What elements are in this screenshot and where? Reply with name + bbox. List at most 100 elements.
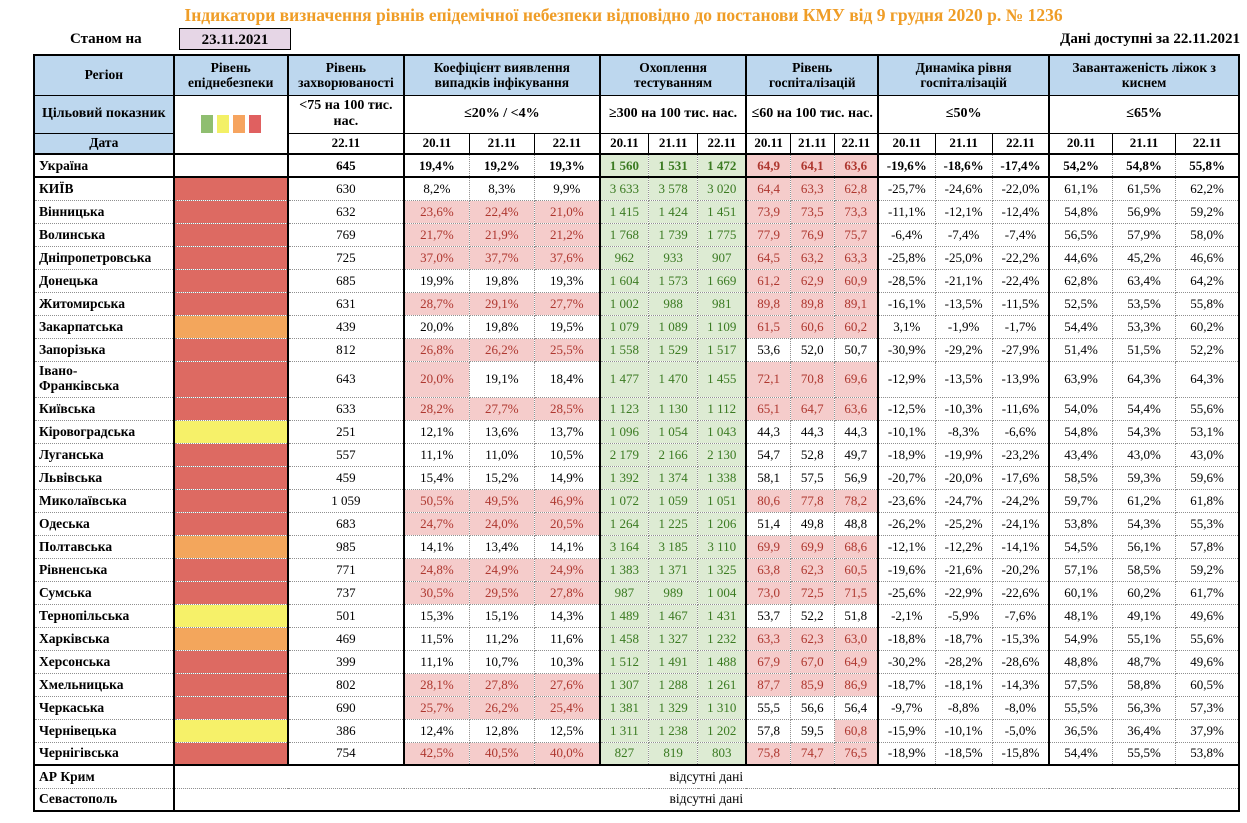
- beds-cell: 54,4%: [1048, 741, 1113, 766]
- hospitalization-cell: 67,0: [789, 649, 835, 674]
- detection-cell: 15,4%: [402, 465, 470, 490]
- region-name: Вінницька: [33, 199, 175, 224]
- epi-level-cell: [172, 718, 289, 743]
- hospitalization-cell: 68,6: [833, 534, 879, 559]
- detection-cell: 19,4%: [402, 153, 470, 178]
- dynamics-cell: -10,1%: [934, 718, 993, 743]
- beds-cell: 43,4%: [1048, 442, 1113, 467]
- testing-cell: 933: [648, 245, 699, 270]
- table-row: Івано-Франківська 643 20,0% 19,1% 18,4% 1 477…: [33, 360, 1240, 398]
- testing-cell: 2 179: [598, 442, 650, 467]
- region-name: АР Крим: [33, 764, 175, 789]
- beds-cell: 57,5%: [1048, 672, 1113, 697]
- date-cell: 22.11: [533, 132, 601, 155]
- hospitalization-cell: 60,9: [833, 268, 879, 293]
- detection-cell: 22,4%: [468, 199, 535, 224]
- region-name: Хмельницька: [33, 672, 175, 697]
- testing-cell: 981: [697, 291, 747, 316]
- beds-cell: 59,2%: [1175, 557, 1240, 582]
- beds-cell: 60,1%: [1048, 580, 1113, 605]
- detection-cell: 37,7%: [468, 245, 535, 270]
- beds-cell: 53,8%: [1048, 511, 1113, 536]
- dynamics-cell: -25,2%: [934, 511, 993, 536]
- beds-cell: 54,3%: [1111, 419, 1177, 444]
- dynamics-cell: -27,9%: [991, 337, 1050, 362]
- dynamics-cell: -11,1%: [876, 199, 936, 224]
- meta-row: Станом на 23.11.2021 Дані доступні за 22…: [33, 28, 1240, 53]
- dynamics-cell: -22,2%: [991, 245, 1050, 270]
- beds-cell: 48,7%: [1111, 649, 1177, 674]
- hospitalization-cell: 72,1: [745, 360, 791, 398]
- testing-cell: 3 633: [598, 176, 650, 201]
- testing-cell: 1 529: [648, 337, 699, 362]
- legend-red-swatch: [248, 115, 261, 134]
- hospitalization-cell: 51,4: [745, 511, 791, 536]
- hospitalization-cell: 75,8: [745, 741, 791, 766]
- beds-cell: 56,3%: [1111, 695, 1177, 720]
- hospitalization-cell: 59,5: [789, 718, 835, 743]
- hospitalization-cell: 55,5: [745, 695, 791, 720]
- testing-cell: 803: [697, 741, 747, 766]
- dynamics-cell: -12,9%: [876, 360, 936, 398]
- testing-cell: 819: [648, 741, 699, 766]
- detection-cell: 21,0%: [533, 199, 601, 224]
- epi-level-cell: [172, 291, 289, 316]
- beds-cell: 44,6%: [1048, 245, 1113, 270]
- table-row: Миколаївська 1 059 50,5% 49,5% 46,9% 1 072 1 0…: [33, 488, 1240, 513]
- dynamics-cell: -13,5%: [934, 360, 993, 398]
- col-header-hosp-dynamics: Динаміка рівня госпіталізацій: [876, 54, 1050, 96]
- detection-cell: 15,2%: [468, 465, 535, 490]
- detection-cell: 20,0%: [402, 360, 470, 398]
- dynamics-cell: -22,9%: [934, 580, 993, 605]
- table-row: Волинська 769 21,7% 21,9% 21,2% 1 768 1 739 1 7…: [33, 222, 1240, 247]
- testing-cell: 1 112: [697, 396, 747, 421]
- beds-cell: 52,2%: [1175, 337, 1240, 362]
- dynamics-cell: -8,0%: [991, 695, 1050, 720]
- page-title: Індикатори визначення рівнів епідемічної…: [184, 5, 1063, 25]
- region-name: Кіровоградська: [33, 419, 175, 444]
- beds-cell: 62,2%: [1175, 176, 1240, 201]
- hospitalization-cell: 56,4: [833, 695, 879, 720]
- hospitalization-cell: 63,8: [745, 557, 791, 582]
- detection-cell: 49,5%: [468, 488, 535, 513]
- hospitalization-cell: 44,3: [833, 419, 879, 444]
- epi-level-cell: [172, 153, 289, 178]
- incidence-cell: 501: [286, 603, 405, 628]
- detection-cell: 21,9%: [468, 222, 535, 247]
- testing-cell: 1 079: [598, 314, 650, 339]
- testing-cell: 1 123: [598, 396, 650, 421]
- testing-cell: 1 604: [598, 268, 650, 293]
- beds-cell: 53,3%: [1111, 314, 1177, 339]
- beds-cell: 55,5%: [1048, 695, 1113, 720]
- hospitalization-cell: 63,3: [745, 626, 791, 651]
- region-name: Київська: [33, 396, 175, 421]
- testing-cell: 1 517: [697, 337, 747, 362]
- testing-cell: 1 338: [697, 465, 747, 490]
- detection-cell: 12,1%: [402, 419, 470, 444]
- region-name: Харківська: [33, 626, 175, 651]
- detection-cell: 15,3%: [402, 603, 470, 628]
- testing-cell: 1 491: [648, 649, 699, 674]
- detection-cell: 24,9%: [468, 557, 535, 582]
- testing-cell: 1 431: [697, 603, 747, 628]
- col-header-hospitalization: Рівень госпіталізацій: [745, 54, 879, 96]
- epi-level-cell: [172, 222, 289, 247]
- testing-cell: 1 327: [648, 626, 699, 651]
- detection-cell: 24,7%: [402, 511, 470, 536]
- target-beds: ≤65%: [1048, 94, 1240, 134]
- table-row: Україна 645 19,4% 19,2% 19,3% 1 560 1 531 1 472…: [33, 153, 1240, 178]
- beds-cell: 54,3%: [1111, 511, 1177, 536]
- hospitalization-cell: 87,7: [745, 672, 791, 697]
- testing-cell: 1 206: [697, 511, 747, 536]
- epi-level-cell: [172, 488, 289, 513]
- detection-cell: 14,1%: [533, 534, 601, 559]
- detection-cell: 11,6%: [533, 626, 601, 651]
- target-row-label: Цільовий показник: [33, 94, 175, 134]
- hospitalization-cell: 63,6: [833, 396, 879, 421]
- epi-level-cell: [172, 534, 289, 559]
- detection-cell: 24,0%: [468, 511, 535, 536]
- date-cell: 22.11: [286, 132, 405, 155]
- testing-cell: 1 489: [598, 603, 650, 628]
- detection-cell: 8,3%: [468, 176, 535, 201]
- beds-cell: 37,9%: [1175, 718, 1240, 743]
